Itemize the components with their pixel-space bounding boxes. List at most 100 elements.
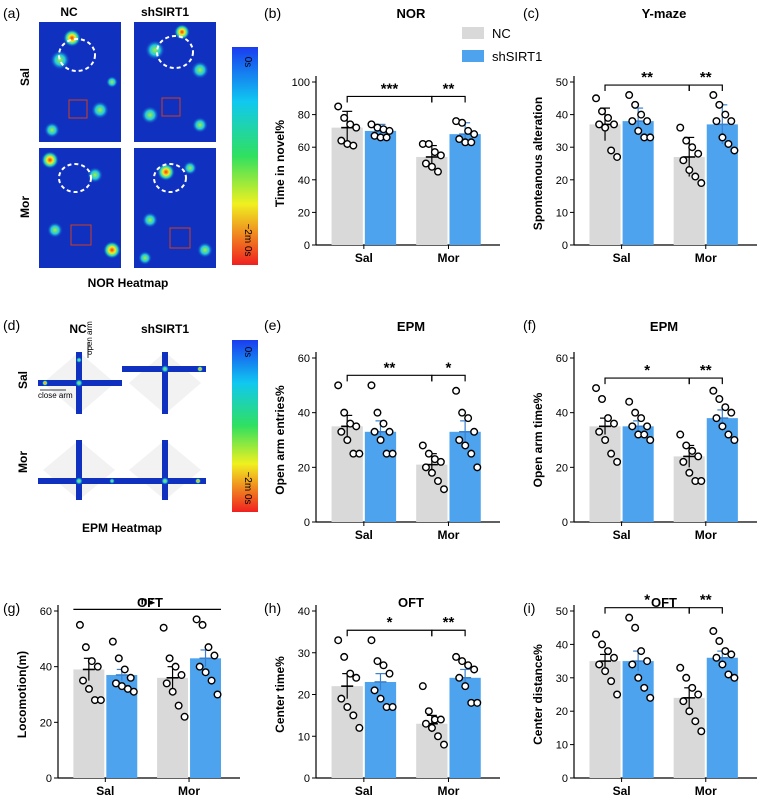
chart-c-data-point	[718, 133, 727, 142]
chart-f-xtick-label: Sal	[613, 528, 631, 542]
chart-h-data-point	[340, 652, 349, 661]
chart-h-ytick-label: 0	[304, 773, 310, 785]
chart-b-data-point	[470, 130, 479, 139]
chart-e-data-point	[370, 427, 379, 436]
chart-g-data-point	[120, 665, 129, 674]
chart-c-data-point	[688, 143, 697, 152]
chart-e-data-point	[464, 414, 473, 423]
chart-e-data-point	[424, 449, 433, 458]
chart-h-data-point	[370, 686, 379, 695]
heatmap-d-caption: EPM Heatmap	[82, 521, 162, 535]
chart-b-data-point	[436, 151, 445, 160]
chart-i-data-point	[609, 653, 618, 662]
chart-f-data-point	[682, 441, 691, 450]
chart-f-data-point	[712, 414, 721, 423]
chart-c-ylabel: Sponteanous alteration	[531, 97, 545, 230]
close-arm-label: close arm	[38, 391, 73, 400]
chart-c-bar	[706, 124, 738, 245]
chart-c-data-point	[730, 146, 739, 155]
chart-h-data-point	[455, 673, 464, 682]
legend-swatch-shsirt1	[462, 50, 484, 62]
chart-f-sig-label: **	[700, 362, 712, 379]
heatmap-d-row-mor: Mor	[16, 451, 30, 473]
chart-h-data-point	[452, 652, 461, 661]
chart-e-data-point	[452, 386, 461, 395]
chart-f-ytick-label: 40	[556, 408, 568, 420]
chart-h-data-point	[421, 719, 430, 728]
chart-f-data-point	[730, 436, 739, 445]
chart-b-data-point	[349, 141, 358, 150]
chart-c-data-point	[598, 107, 607, 116]
chart-c-xtick-label: Sal	[613, 251, 631, 265]
heatmap-a-col-nc: NC	[60, 5, 78, 19]
chart-i-data-point	[646, 693, 655, 702]
chart-i-data-point	[604, 647, 613, 656]
chart-b-data-point	[430, 148, 439, 157]
chart-f-data-point	[718, 422, 727, 431]
chart-e-data-point	[439, 485, 448, 494]
chart-i-data-point	[607, 677, 616, 686]
chart-c-data-point	[607, 146, 616, 155]
chart-h-ytick-label: 30	[298, 648, 310, 660]
chart-f-data-point	[697, 477, 706, 486]
panel-label-g: (g)	[3, 600, 20, 616]
panel-label-b: (b)	[264, 5, 281, 21]
heatmap-d-col-nc: NC	[69, 322, 87, 336]
chart-i-data-point	[640, 683, 649, 692]
chart-f-data-point	[721, 403, 730, 412]
chart-h-data-point	[388, 703, 397, 712]
panel-label-f: (f)	[523, 317, 536, 333]
maze-d-nc-sal: open arm close arm	[38, 321, 122, 414]
chart-g-data-point	[174, 701, 183, 710]
chart-e-data-point	[355, 449, 364, 458]
chart-b-ytick-label: 20	[298, 207, 310, 219]
chart-e-data-point	[334, 381, 343, 390]
chart-e-data-point	[436, 457, 445, 466]
chart-e-data-point	[385, 427, 394, 436]
chart-i-data-point	[637, 647, 646, 656]
legend-label-shsirt1: shSIRT1	[492, 49, 542, 64]
chart-h-sig-label: **	[443, 614, 455, 631]
chart-h-ytick-label: 40	[298, 606, 310, 618]
chart-b-data-point	[385, 126, 394, 135]
panel-label-h: (h)	[264, 600, 281, 616]
chart-c-ymaze: Y-maze 0 10 20 30 40 50 Sponteanous alteration S…	[531, 6, 757, 265]
chart-h-bar	[331, 686, 363, 778]
chart-b-ytick-label: 60	[298, 142, 310, 154]
chart-e-title: EPM	[397, 319, 425, 334]
chart-i-data-point	[598, 640, 607, 649]
chart-g-data-point	[165, 654, 174, 663]
chart-b-title: NOR	[397, 6, 427, 21]
chart-b-data-point	[352, 123, 361, 132]
chart-b-bar	[416, 156, 448, 245]
heatmap-a-shsirt1-mor	[134, 148, 216, 268]
chart-e-data-point	[367, 381, 376, 390]
chart-e-data-point	[455, 436, 464, 445]
chart-h-data-point	[418, 682, 427, 691]
chart-c-ytick-label: 50	[556, 77, 568, 89]
chart-f-sig-label: *	[644, 362, 650, 379]
chart-i-ytick-label: 0	[562, 773, 568, 785]
chart-h-ytick-label: 10	[298, 731, 310, 743]
chart-i-data-point	[595, 660, 604, 669]
chart-b-ytick-label: 80	[298, 110, 310, 122]
chart-f-data-point	[604, 414, 613, 423]
chart-i-data-point	[724, 670, 733, 679]
chart-i-data-point	[631, 623, 640, 632]
chart-c-ytick-label: 0	[562, 240, 568, 252]
chart-f-data-point	[613, 457, 622, 466]
chart-g-data-point	[108, 637, 117, 646]
chart-b-data-point	[433, 167, 442, 176]
chart-h-data-point	[433, 732, 442, 741]
chart-f-bar	[706, 418, 738, 522]
chart-h-ylabel: Center time%	[273, 656, 287, 733]
chart-b-data-point	[346, 120, 355, 129]
chart-e-xtick-label: Mor	[437, 528, 459, 542]
chart-i-sig-label: **	[700, 592, 712, 609]
chart-g-data-point	[93, 662, 102, 671]
chart-e-data-point	[433, 477, 442, 486]
chart-c-data-point	[691, 172, 700, 181]
legend: NC shSIRT1	[462, 26, 542, 64]
